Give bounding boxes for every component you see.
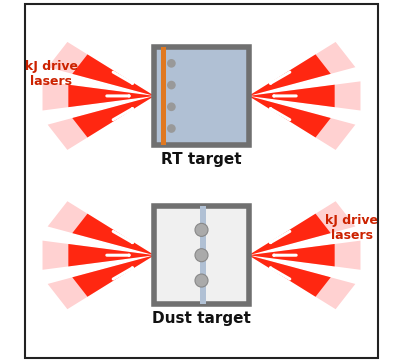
Bar: [154, 206, 249, 304]
Text: Dust target: Dust target: [152, 311, 251, 326]
Polygon shape: [69, 244, 154, 266]
Polygon shape: [69, 85, 154, 107]
Polygon shape: [249, 54, 331, 96]
Polygon shape: [72, 96, 154, 138]
Bar: [161, 47, 166, 145]
Text: kJ drive
lasers: kJ drive lasers: [325, 214, 378, 242]
Polygon shape: [72, 214, 154, 255]
Polygon shape: [72, 255, 154, 297]
Polygon shape: [48, 42, 154, 96]
Polygon shape: [72, 54, 154, 96]
Polygon shape: [249, 241, 360, 270]
Polygon shape: [249, 96, 355, 150]
Polygon shape: [249, 201, 355, 255]
Polygon shape: [249, 244, 334, 266]
Polygon shape: [48, 255, 154, 309]
Circle shape: [195, 249, 208, 262]
Circle shape: [195, 274, 208, 287]
Polygon shape: [48, 201, 154, 255]
Polygon shape: [249, 42, 355, 96]
Text: kJ drive
lasers: kJ drive lasers: [25, 60, 78, 88]
Polygon shape: [249, 255, 331, 297]
Polygon shape: [249, 81, 360, 110]
Polygon shape: [43, 81, 154, 110]
Polygon shape: [249, 96, 331, 138]
Polygon shape: [249, 255, 355, 309]
Circle shape: [167, 102, 176, 111]
Circle shape: [167, 81, 176, 89]
Text: RT target: RT target: [161, 152, 242, 167]
Bar: [199, 206, 206, 304]
Polygon shape: [249, 214, 331, 255]
Polygon shape: [249, 85, 334, 107]
Circle shape: [167, 59, 176, 68]
Polygon shape: [48, 96, 154, 150]
Circle shape: [167, 124, 176, 133]
Bar: [154, 47, 249, 145]
Polygon shape: [43, 241, 154, 270]
Circle shape: [195, 223, 208, 236]
